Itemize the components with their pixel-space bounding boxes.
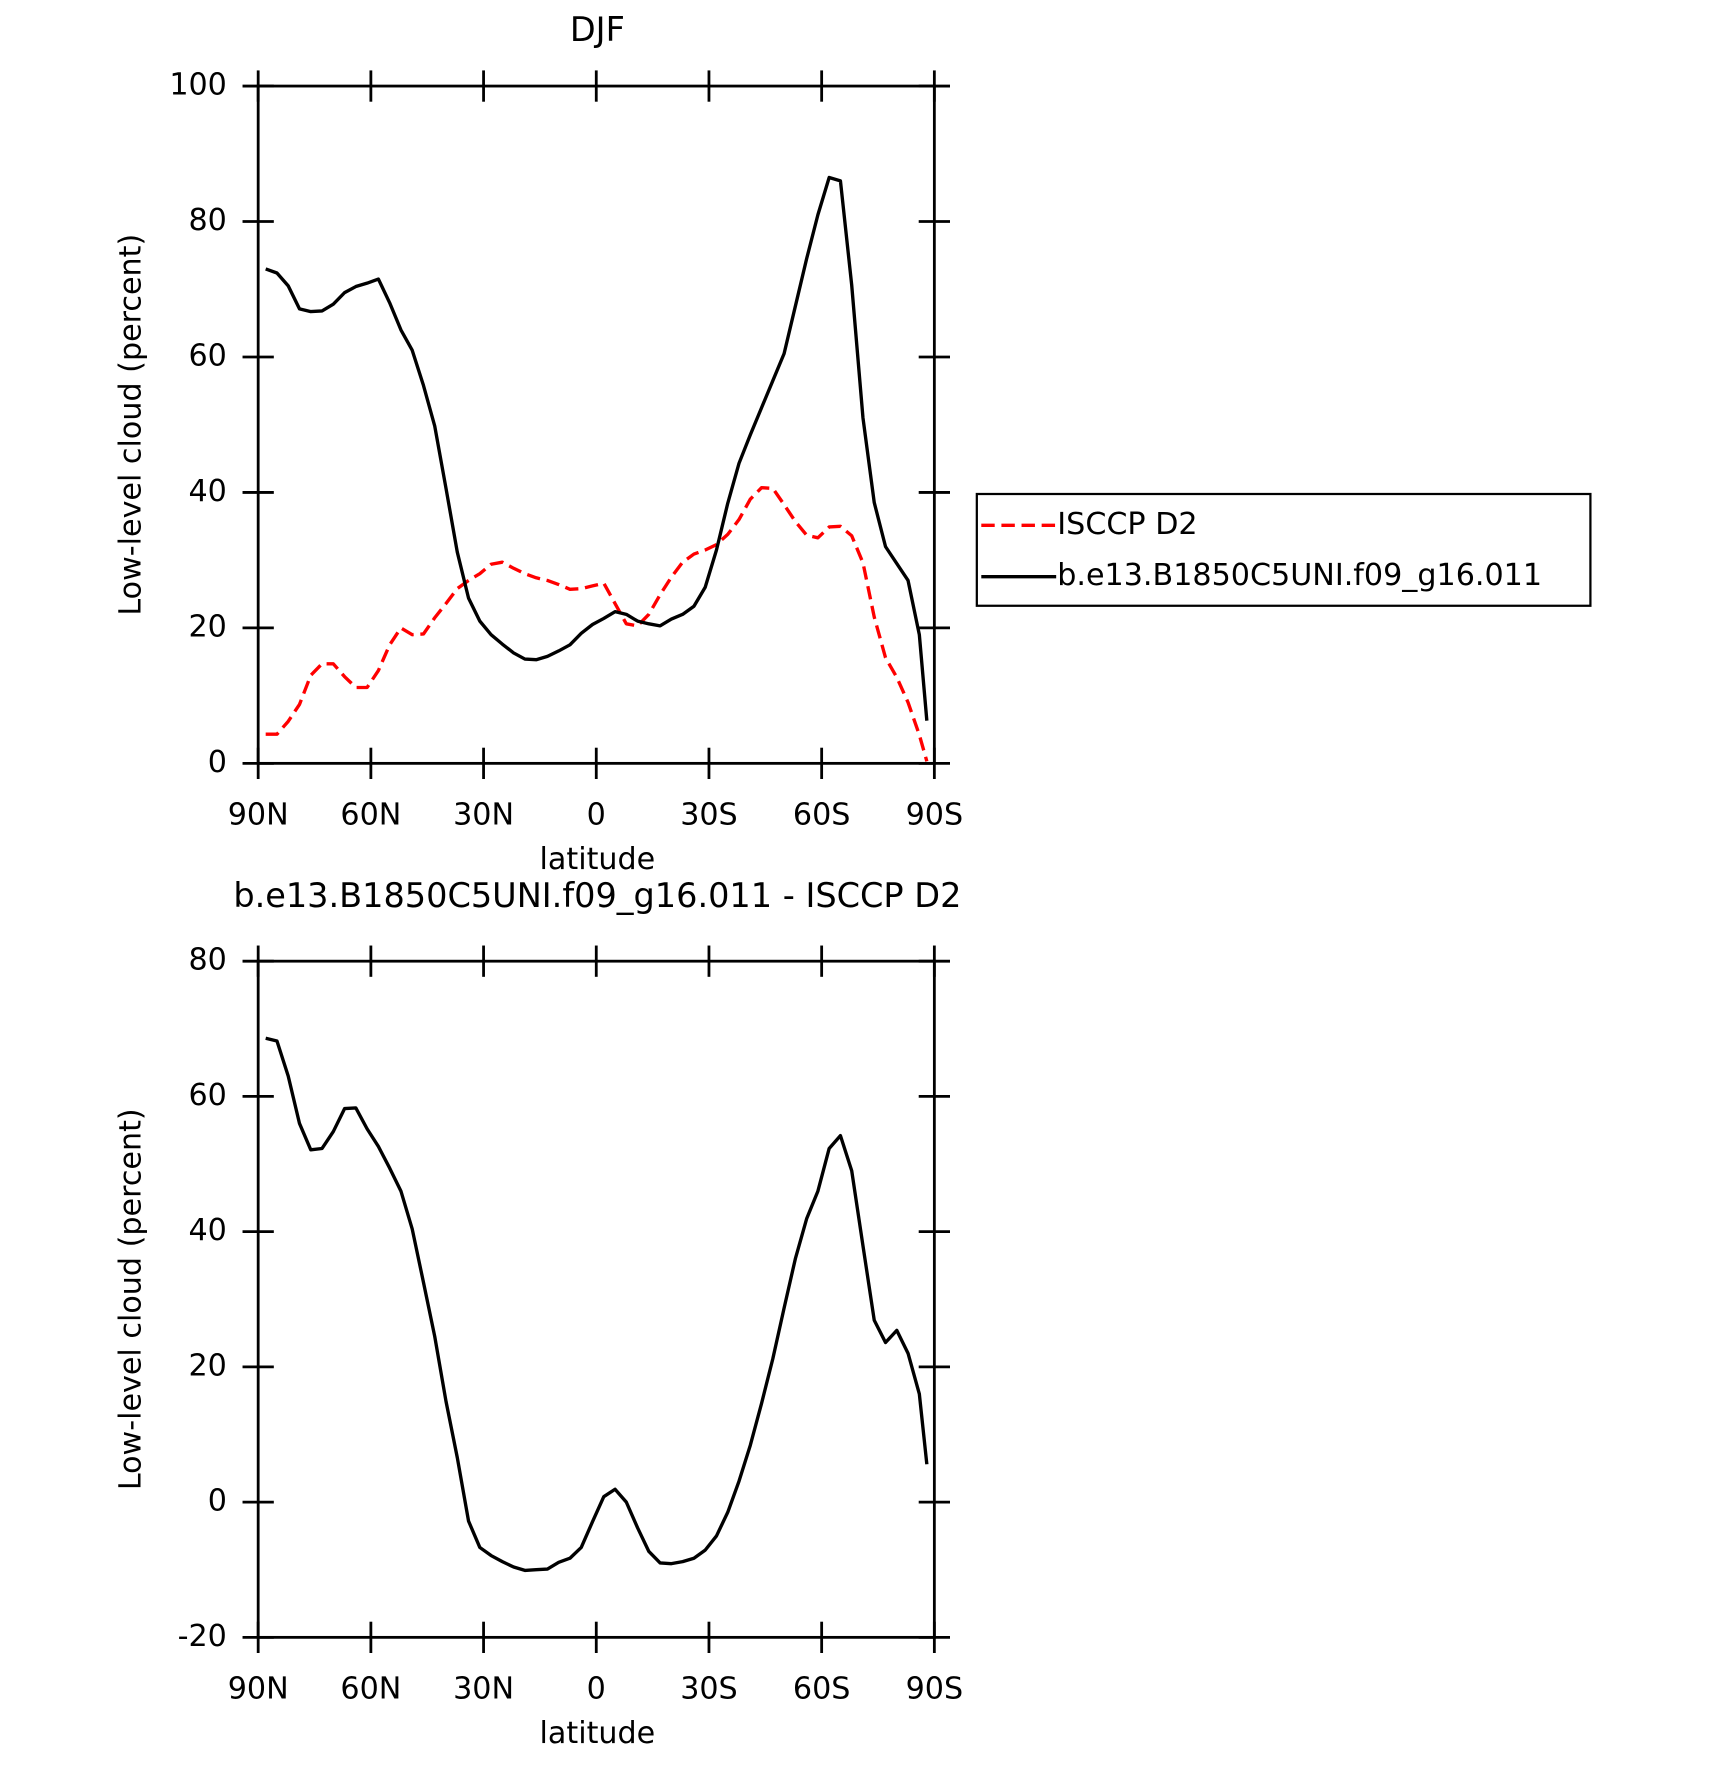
data-line (265, 1036, 929, 1573)
y-axis-label: Low-level cloud (percent) (113, 234, 148, 616)
data-line (265, 175, 929, 721)
y-tick-label: 80 (189, 203, 227, 238)
y-tick-label: 80 (189, 943, 227, 978)
x-tick-label: 30S (680, 797, 738, 832)
y-tick-label: 20 (189, 609, 227, 644)
x-tick-label: 60N (340, 797, 401, 832)
chart-title: b.e13.B1850C5UNI.f09_g16.011 - ISCCP D2 (233, 876, 961, 915)
x-axis-label: latitude (540, 842, 656, 877)
x-tick-label: 30N (453, 797, 514, 832)
x-tick-label: 90S (906, 1671, 964, 1706)
legend-label: b.e13.B1850C5UNI.f09_g16.011 (1057, 558, 1542, 593)
y-tick-label: 0 (208, 1484, 227, 1519)
data-line (265, 486, 929, 762)
chart-title: DJF (570, 10, 625, 49)
legend-box (975, 492, 1592, 607)
x-tick-label: 60S (793, 1671, 851, 1706)
x-tick-label: 0 (587, 1671, 606, 1706)
x-tick-label: 90S (906, 797, 964, 832)
x-tick-label: 0 (587, 797, 606, 832)
x-tick-label: 60N (340, 1671, 401, 1706)
y-tick-label: 100 (169, 68, 227, 103)
x-axis-label: latitude (540, 1716, 656, 1751)
y-tick-label: 40 (189, 474, 227, 509)
plot-frame (256, 84, 936, 765)
y-tick-label: 0 (208, 745, 227, 780)
x-tick-label: 30N (453, 1671, 514, 1706)
x-tick-label: 90N (228, 1671, 289, 1706)
y-tick-label: 20 (189, 1348, 227, 1383)
x-tick-label: 30S (680, 1671, 738, 1706)
y-tick-label: -20 (178, 1619, 227, 1654)
y-tick-label: 60 (189, 1078, 227, 1113)
legend-label: ISCCP D2 (1057, 507, 1197, 542)
y-tick-label: 40 (189, 1213, 227, 1248)
x-tick-label: 90N (228, 797, 289, 832)
plot-frame (256, 959, 936, 1639)
x-tick-label: 60S (793, 797, 851, 832)
y-tick-label: 60 (189, 338, 227, 373)
y-axis-label: Low-level cloud (percent) (113, 1108, 148, 1490)
